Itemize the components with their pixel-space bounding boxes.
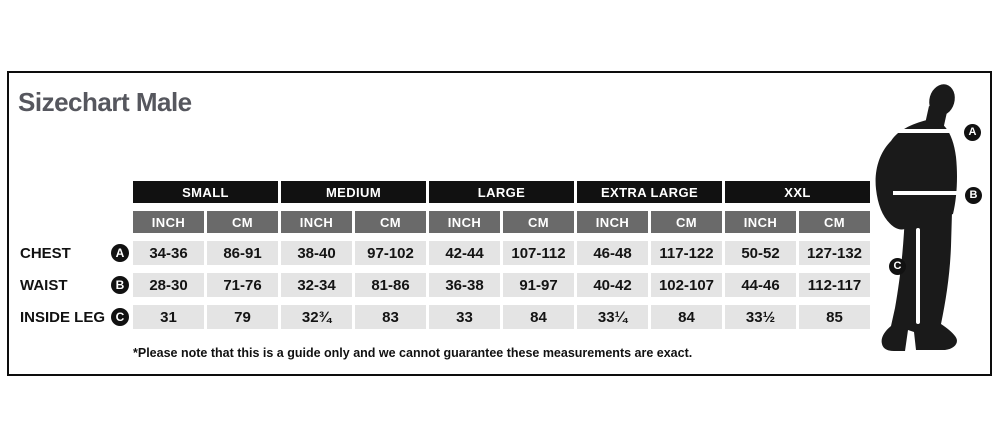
table-cell: 83 xyxy=(355,305,426,329)
unit-header-inch: INCH xyxy=(133,211,204,233)
table-cell: 84 xyxy=(503,305,574,329)
table-cell: 71-76 xyxy=(207,273,278,297)
figure-marker-b: B xyxy=(965,187,982,204)
table-cell: 44-46 xyxy=(725,273,796,297)
table-cell: 31 xyxy=(133,305,204,329)
table-cell: 32¾ xyxy=(281,305,352,329)
table-cell: 28-30 xyxy=(133,273,204,297)
unit-header-cm: CM xyxy=(355,211,426,233)
page-title: Sizechart Male xyxy=(18,87,192,117)
marker-badge-c: C xyxy=(111,308,129,326)
table-cell: 102-107 xyxy=(651,273,722,297)
table-cell: 33¼ xyxy=(577,305,648,329)
table-cell: 79 xyxy=(207,305,278,329)
table-cell: 112-117 xyxy=(799,273,870,297)
figure-marker-a: A xyxy=(964,124,981,141)
table-cell: 33 xyxy=(429,305,500,329)
size-group-extra-large: EXTRA LARGE xyxy=(577,181,722,203)
unit-header-cm: CM xyxy=(799,211,870,233)
unit-header-inch: INCH xyxy=(577,211,648,233)
table-cell: 40-42 xyxy=(577,273,648,297)
table-cell: 42-44 xyxy=(429,241,500,265)
table-cell: 81-86 xyxy=(355,273,426,297)
table-cell: 127-132 xyxy=(799,241,870,265)
table-cell: 32-34 xyxy=(281,273,352,297)
table-cell: 85 xyxy=(799,305,870,329)
figure-marker-c: C xyxy=(889,258,906,275)
table-cell: 50-52 xyxy=(725,241,796,265)
table-cell: 117-122 xyxy=(651,241,722,265)
chest-measure-line xyxy=(897,129,957,133)
size-group-small: SMALL xyxy=(133,181,278,203)
table-corner-spacer xyxy=(20,211,130,233)
size-group-medium: MEDIUM xyxy=(281,181,426,203)
table-cell: 33½ xyxy=(725,305,796,329)
size-table: SMALL MEDIUM LARGE EXTRA LARGE XXL INCH … xyxy=(20,181,870,329)
male-silhouette-icon xyxy=(875,84,957,351)
table-corner-spacer xyxy=(20,181,130,203)
marker-badge-a: A xyxy=(111,244,129,262)
table-cell: 46-48 xyxy=(577,241,648,265)
unit-header-cm: CM xyxy=(503,211,574,233)
unit-header-cm: CM xyxy=(207,211,278,233)
table-cell: 107-112 xyxy=(503,241,574,265)
table-cell: 97-102 xyxy=(355,241,426,265)
footnote: *Please note that this is a guide only a… xyxy=(133,346,693,360)
row-label-waist: WAIST B xyxy=(20,273,130,297)
inside-leg-measure-line xyxy=(916,228,920,324)
row-label-inside-leg: INSIDE LEG C xyxy=(20,305,130,329)
row-label-text: CHEST xyxy=(20,244,71,262)
table-cell: 86-91 xyxy=(207,241,278,265)
unit-header-inch: INCH xyxy=(429,211,500,233)
size-group-large: LARGE xyxy=(429,181,574,203)
row-label-chest: CHEST A xyxy=(20,241,130,265)
table-cell: 91-97 xyxy=(503,273,574,297)
unit-header-cm: CM xyxy=(651,211,722,233)
size-group-xxl: XXL xyxy=(725,181,870,203)
waist-measure-line xyxy=(893,191,957,195)
row-label-text: INSIDE LEG xyxy=(20,308,106,326)
row-label-text: WAIST xyxy=(20,276,68,294)
unit-header-inch: INCH xyxy=(281,211,352,233)
unit-header-inch: INCH xyxy=(725,211,796,233)
marker-badge-b: B xyxy=(111,276,129,294)
table-cell: 84 xyxy=(651,305,722,329)
table-cell: 36-38 xyxy=(429,273,500,297)
table-cell: 34-36 xyxy=(133,241,204,265)
table-cell: 38-40 xyxy=(281,241,352,265)
